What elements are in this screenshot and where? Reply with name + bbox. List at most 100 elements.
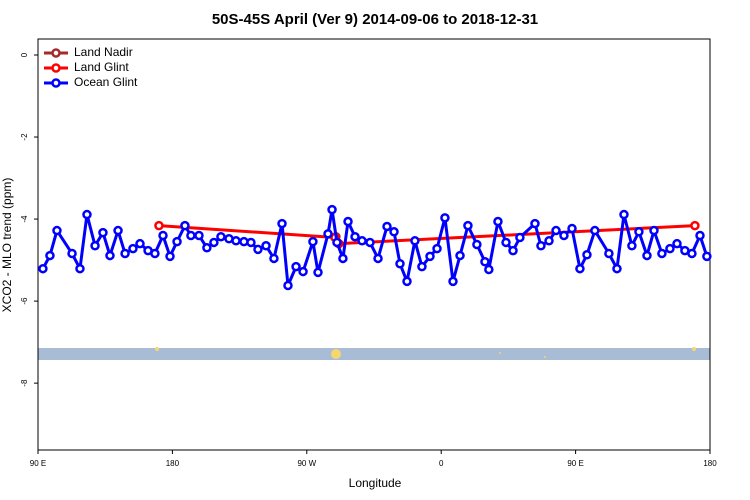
data-point [417,261,427,272]
data-point [544,236,554,246]
y-tick-label: -8 [20,379,29,387]
data-point [67,248,77,259]
data-point [619,209,629,220]
data-point [634,227,644,237]
x-tick-label: 90 E [30,459,46,468]
data-point [308,236,318,247]
data-point [209,237,219,248]
y-tick-label: -2 [20,133,29,141]
band-dot [331,349,341,359]
data-point [365,237,375,248]
data-point [283,280,293,291]
data-point [105,250,115,261]
data-point [313,267,323,278]
data-point [246,237,256,248]
x-tick-label: 180 [166,459,180,468]
data-point [357,236,367,246]
data-point [484,264,494,275]
data-point [657,248,667,259]
data-point [480,256,490,267]
y-tick-label: 0 [20,52,29,57]
data-point [52,225,62,236]
data-point [180,220,190,231]
y-tick-label: -6 [20,297,29,305]
data-point [410,236,420,246]
x-tick-label: 90 E [567,459,583,468]
legend-marker [51,78,61,88]
data-point [332,237,342,248]
data-point [277,218,287,229]
data-point [432,243,442,254]
data-point [590,225,600,236]
surface-band [38,348,710,360]
data-point [291,261,301,272]
plot-frame [37,38,711,451]
data-point [75,263,85,274]
chart-title: 50S-45S April (Ver 9) 2014-09-06 to 2018… [212,11,538,28]
data-point [627,240,637,251]
x-tick-label: 180 [703,459,717,468]
data-point [338,253,348,264]
data-point [113,225,123,236]
data-point [128,243,138,254]
band-dot [155,347,159,351]
band-dot [692,347,696,351]
x-tick-label: 90 W [297,459,316,468]
data-point [120,248,130,259]
data-point [82,209,92,220]
data-point [448,276,458,287]
data-point [455,250,465,261]
data-point [690,220,700,231]
legend-label: Land Nadir [74,45,133,59]
data-point [202,243,212,253]
data-point [515,232,525,243]
data-point [261,240,271,251]
data-point [559,230,569,241]
x-axis-label: Longitude [349,476,402,490]
data-point [327,204,337,215]
data-point [350,231,360,242]
data-point [186,230,196,241]
data-point [493,216,503,227]
data-point [508,245,518,256]
data-point [530,218,540,229]
legend-label: Land Glint [74,60,129,74]
data-point [567,223,577,234]
data-point [343,216,353,227]
data-point [604,248,614,259]
data-point [389,227,399,237]
y-tick-label: -4 [20,215,29,223]
data-point [672,238,682,249]
data-point [702,251,712,262]
data-point [98,227,108,238]
data-point [665,243,675,254]
data-point [582,250,592,260]
data-point [642,250,652,261]
data-point [612,263,622,274]
data-point [158,230,168,241]
data-point [373,253,383,264]
data-point [323,229,333,239]
legend-marker [51,48,61,58]
data-point [395,259,405,269]
data-point [536,240,546,251]
data-point [231,236,241,246]
data-point [165,251,175,262]
data-point [440,213,450,223]
data-point [463,220,473,231]
data-point [501,237,511,248]
legend-label: Ocean Glint [74,75,138,89]
data-point [216,231,226,242]
data-point [194,230,204,241]
data-point [551,225,561,236]
data-point [150,248,160,259]
data-point [695,230,705,241]
data-point [253,244,263,255]
data-point [172,236,182,247]
data-point [269,253,279,264]
data-point [38,263,48,274]
data-point [154,220,164,231]
data-point [472,239,482,250]
data-point [425,251,435,262]
